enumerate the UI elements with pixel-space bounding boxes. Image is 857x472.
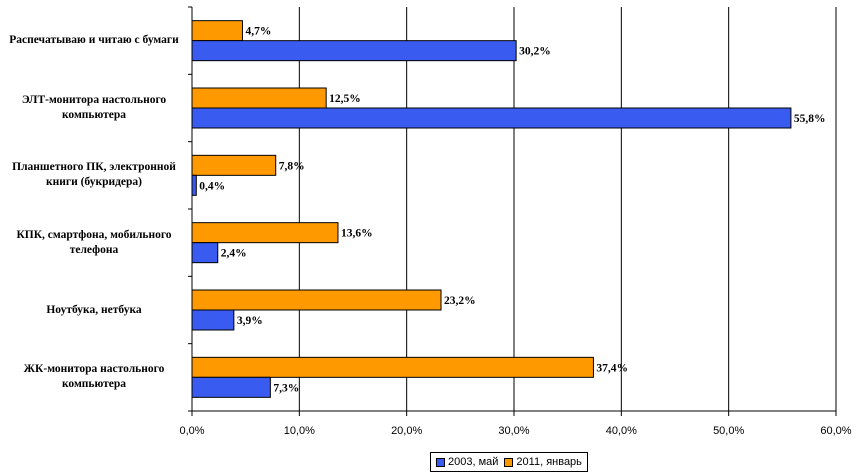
category-label: ЖК-монитора настольного компьютера xyxy=(23,363,165,391)
category-label: Планшетного ПК, электронной книги (букри… xyxy=(12,161,176,189)
bar-series-1 xyxy=(191,309,235,331)
legend-swatch-series-1 xyxy=(436,457,445,467)
legend-label-series-2: 2011, январь xyxy=(516,456,582,468)
bar-series-1 xyxy=(191,376,271,398)
x-tick-label: 40,0% xyxy=(606,425,637,437)
bar-series-2 xyxy=(191,222,339,244)
bar-series-2 xyxy=(191,289,442,311)
category-label: Распечатываю и читаю с бумаги xyxy=(9,34,179,47)
x-tick-label: 10,0% xyxy=(284,425,315,437)
data-label: 55,8% xyxy=(794,113,826,125)
x-tick-label: 60,0% xyxy=(820,425,851,437)
bar-series-1 xyxy=(191,107,792,129)
bar-series-2 xyxy=(191,154,277,176)
bar-series-2 xyxy=(191,356,594,378)
data-label: 37,4% xyxy=(596,362,628,374)
data-label: 7,3% xyxy=(273,382,299,394)
bar-series-1 xyxy=(191,174,197,196)
legend-label-series-1: 2003, май xyxy=(448,456,499,468)
data-label: 3,9% xyxy=(237,315,263,327)
legend-item-series-2: 2011, январь xyxy=(504,456,582,468)
data-label: 4,7% xyxy=(245,26,271,38)
x-tick-label: 30,0% xyxy=(498,425,529,437)
x-tick-label: 0,0% xyxy=(179,425,204,437)
category-label: Ноутбука, нетбука xyxy=(46,303,142,316)
bar-series-2 xyxy=(191,87,327,109)
bar-series-1 xyxy=(191,242,219,264)
legend-swatch-series-2 xyxy=(504,457,514,467)
data-label: 7,8% xyxy=(279,160,305,172)
legend-item-series-1: 2003, май xyxy=(436,456,498,468)
data-label: 13,6% xyxy=(341,228,373,240)
data-label: 0,4% xyxy=(199,180,225,192)
chart-legend: 2003, май 2011, январь xyxy=(430,452,588,472)
x-tick-label: 20,0% xyxy=(391,425,422,437)
x-tick-label: 50,0% xyxy=(713,425,744,437)
bar-series-2 xyxy=(191,20,243,42)
data-label: 23,2% xyxy=(444,295,476,307)
bar-series-1 xyxy=(191,40,517,62)
category-label: КПК, смартфона, мобильного телефона xyxy=(16,228,172,256)
data-label: 12,5% xyxy=(329,93,361,105)
data-label: 30,2% xyxy=(519,46,551,58)
data-label: 2,4% xyxy=(221,248,247,260)
category-label: ЭЛТ-монитора настольного компьютера xyxy=(21,94,167,121)
